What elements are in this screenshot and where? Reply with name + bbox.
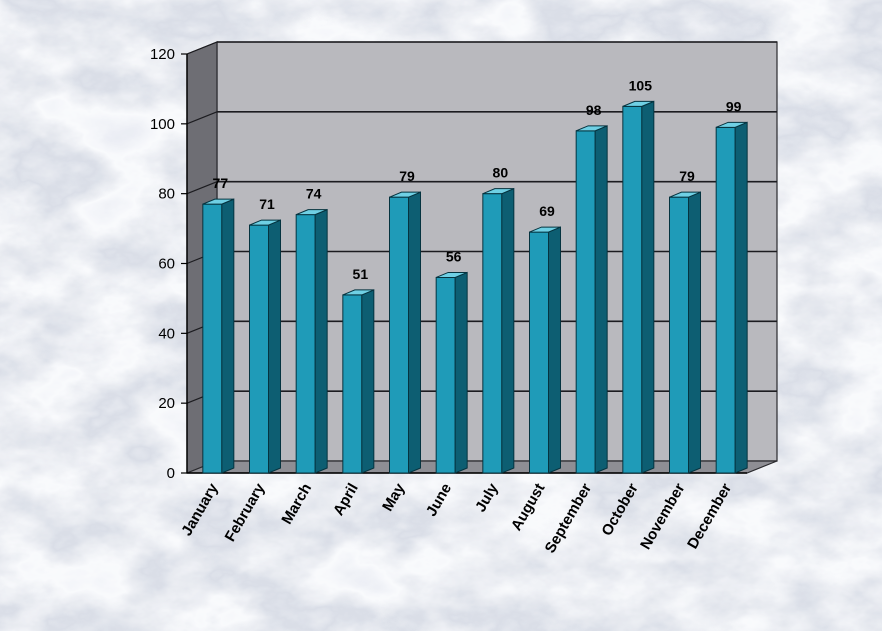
y-tick-label: 40 xyxy=(158,325,175,342)
bar xyxy=(250,220,281,473)
y-tick-label: 100 xyxy=(150,116,175,133)
data-label: 77 xyxy=(213,175,229,191)
y-tick-label: 120 xyxy=(150,46,175,63)
bar-side xyxy=(269,220,281,473)
data-label: 79 xyxy=(679,168,695,184)
bar xyxy=(296,210,327,473)
bar-front xyxy=(530,232,549,473)
bar-side xyxy=(642,101,654,473)
bar xyxy=(483,189,514,473)
bar-side xyxy=(409,192,421,473)
bar-front xyxy=(483,194,502,473)
bar xyxy=(623,101,654,473)
data-label: 79 xyxy=(399,168,415,184)
data-label: 51 xyxy=(353,266,369,282)
data-label: 56 xyxy=(446,248,462,264)
bar xyxy=(436,272,467,473)
bar-front xyxy=(576,131,595,473)
bar xyxy=(343,290,374,473)
bar-front xyxy=(343,295,362,473)
bar-side xyxy=(222,199,234,473)
bar-side xyxy=(362,290,374,473)
data-label: 80 xyxy=(493,165,509,181)
bar-front xyxy=(716,127,735,473)
data-label: 74 xyxy=(306,186,322,202)
bar-front xyxy=(436,277,455,473)
bar-side xyxy=(502,189,514,473)
y-tick-label: 0 xyxy=(167,465,175,482)
bar xyxy=(670,192,701,473)
bar xyxy=(530,227,561,473)
bar-side xyxy=(315,210,327,473)
bar-front xyxy=(203,204,222,473)
bar-front xyxy=(390,197,409,473)
bar-side xyxy=(735,122,747,473)
bar-front xyxy=(250,225,269,473)
y-tick-label: 80 xyxy=(158,186,175,203)
y-tick-label: 20 xyxy=(158,395,175,412)
data-label: 71 xyxy=(259,196,275,212)
bar-side xyxy=(689,192,701,473)
bar-front xyxy=(296,215,315,473)
bar-side xyxy=(455,272,467,473)
bar-side xyxy=(595,126,607,473)
data-label: 99 xyxy=(726,98,742,114)
data-label: 98 xyxy=(586,102,602,118)
data-label: 69 xyxy=(539,203,555,219)
data-label: 105 xyxy=(629,77,653,93)
bar xyxy=(716,122,747,473)
bar xyxy=(390,192,421,473)
y-tick-label: 60 xyxy=(158,256,175,273)
bar-front xyxy=(623,106,642,473)
bar xyxy=(576,126,607,473)
bar-front xyxy=(670,197,689,473)
bar xyxy=(203,199,234,473)
bar-side xyxy=(549,227,561,473)
